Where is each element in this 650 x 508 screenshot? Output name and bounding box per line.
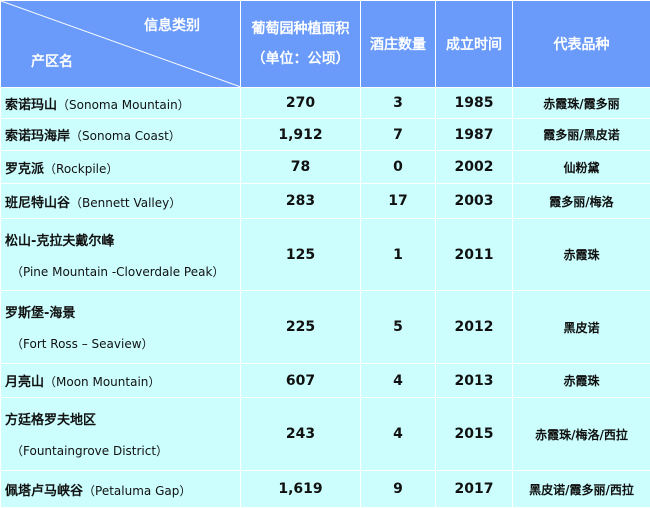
founded: 2011 (436, 219, 513, 291)
varieties: 赤霞珠/霞多丽 (513, 88, 650, 119)
varieties: 赤霞珠/梅洛/西拉 (513, 398, 650, 471)
region-name: 罗斯堡-海景（Fort Ross – Seaview） (1, 291, 241, 364)
wineries: 0 (361, 151, 436, 184)
header-row: 信息类别 产区名 葡萄园种植面积（单位：公顷） 酒庄数量 成立时间 代表品种 (1, 1, 650, 88)
region-name: 月亮山（Moon Mountain） (1, 364, 241, 398)
table-row: 罗克派（Rockpile） 78 0 2002 仙粉黛 (1, 151, 650, 184)
area: 225 (241, 291, 361, 364)
region-name: 索诺玛海岸（Sonoma Coast） (1, 119, 241, 151)
header-area: 葡萄园种植面积（单位：公顷） (241, 1, 361, 88)
varieties: 霞多丽/梅洛 (513, 184, 650, 219)
area: 125 (241, 219, 361, 291)
varieties: 霞多丽/黑皮诺 (513, 119, 650, 151)
area: 270 (241, 88, 361, 119)
varieties: 黑皮诺/霞多丽/西拉 (513, 471, 650, 508)
varieties: 赤霞珠 (513, 219, 650, 291)
wineries: 9 (361, 471, 436, 508)
founded: 1987 (436, 119, 513, 151)
wineries: 4 (361, 398, 436, 471)
area: 1,912 (241, 119, 361, 151)
table-row: 月亮山（Moon Mountain） 607 4 2013 赤霞珠 (1, 364, 650, 398)
founded: 1985 (436, 88, 513, 119)
founded: 2013 (436, 364, 513, 398)
region-name: 方廷格罗夫地区（Fountaingrove District） (1, 398, 241, 471)
area: 283 (241, 184, 361, 219)
diagonal-line (1, 1, 241, 87)
founded: 2003 (436, 184, 513, 219)
header-founded: 成立时间 (436, 1, 513, 88)
header-wineries: 酒庄数量 (361, 1, 436, 88)
table-row: 方廷格罗夫地区（Fountaingrove District） 243 4 20… (1, 398, 650, 471)
region-name: 班尼特山谷（Bennett Valley） (1, 184, 241, 219)
header-varieties: 代表品种 (513, 1, 650, 88)
wineries: 5 (361, 291, 436, 364)
wineries: 17 (361, 184, 436, 219)
founded: 2012 (436, 291, 513, 364)
varieties: 黑皮诺 (513, 291, 650, 364)
table-row: 松山-克拉夫戴尔峰（Pine Mountain -Cloverdale Peak… (1, 219, 650, 291)
wineries: 3 (361, 88, 436, 119)
varieties: 仙粉黛 (513, 151, 650, 184)
founded: 2002 (436, 151, 513, 184)
region-name: 罗克派（Rockpile） (1, 151, 241, 184)
founded: 2015 (436, 398, 513, 471)
area: 1,619 (241, 471, 361, 508)
area: 78 (241, 151, 361, 184)
varieties: 赤霞珠 (513, 364, 650, 398)
area: 607 (241, 364, 361, 398)
wineries: 4 (361, 364, 436, 398)
table-row: 佩塔卢马峡谷（Petaluma Gap） 1,619 9 2017 黑皮诺/霞多… (1, 471, 650, 508)
table-row: 索诺玛山（Sonoma Mountain） 270 3 1985 赤霞珠/霞多丽 (1, 88, 650, 119)
region-name: 松山-克拉夫戴尔峰（Pine Mountain -Cloverdale Peak… (1, 219, 241, 291)
region-name: 索诺玛山（Sonoma Mountain） (1, 88, 241, 119)
table-row: 班尼特山谷（Bennett Valley） 283 17 2003 霞多丽/梅洛 (1, 184, 650, 219)
founded: 2017 (436, 471, 513, 508)
header-diagonal-cell: 信息类别 产区名 (1, 1, 241, 88)
region-name: 佩塔卢马峡谷（Petaluma Gap） (1, 471, 241, 508)
wineries: 7 (361, 119, 436, 151)
wineries: 1 (361, 219, 436, 291)
table-row: 索诺玛海岸（Sonoma Coast） 1,912 7 1987 霞多丽/黑皮诺 (1, 119, 650, 151)
area: 243 (241, 398, 361, 471)
table-row: 罗斯堡-海景（Fort Ross – Seaview） 225 5 2012 黑… (1, 291, 650, 364)
header-region: 产区名 (31, 51, 73, 71)
header-category: 信息类别 (144, 15, 200, 35)
